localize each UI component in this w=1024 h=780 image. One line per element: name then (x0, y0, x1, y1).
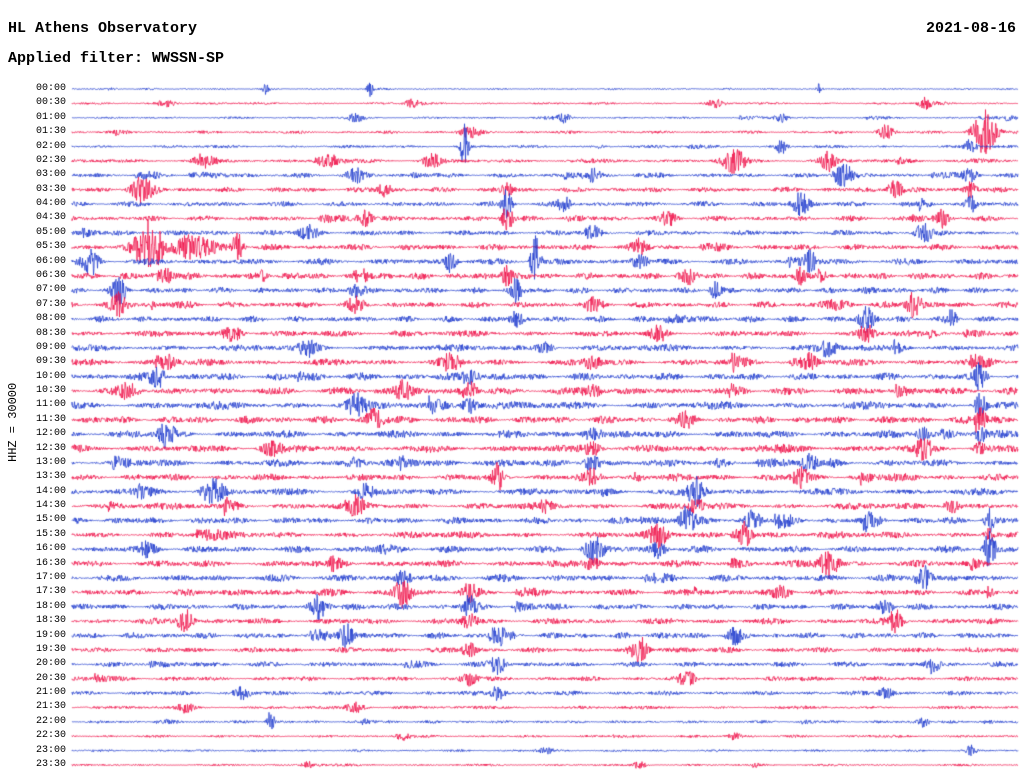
helicorder-page: HL Athens Observatory 2021-08-16 Applied… (0, 0, 1024, 780)
seismogram-canvas (0, 0, 1024, 780)
